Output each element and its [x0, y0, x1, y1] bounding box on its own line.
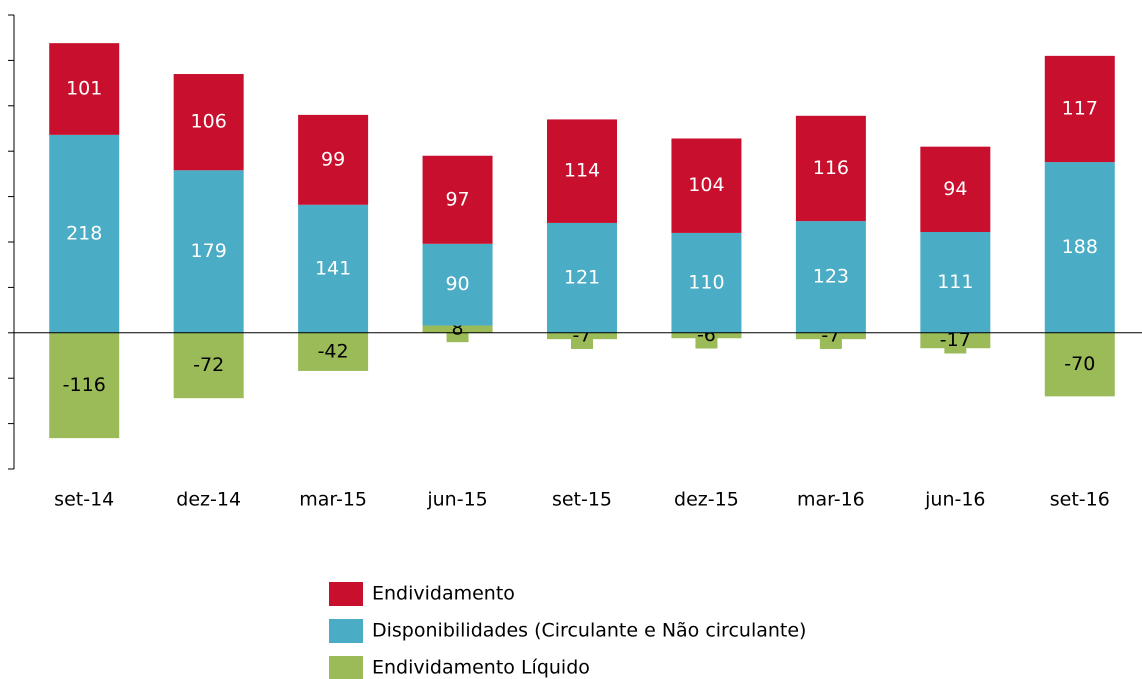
data-label: 123 — [813, 265, 849, 287]
label-bg — [322, 338, 345, 365]
x-tick-label: set-15 — [552, 489, 612, 511]
x-tick-label: set-14 — [54, 489, 114, 511]
data-label: 97 — [445, 188, 469, 210]
x-tick-label: jun-16 — [924, 489, 985, 511]
x-tick-label: mar-16 — [797, 489, 865, 511]
bar — [920, 146, 991, 233]
legend-swatch — [329, 619, 363, 643]
legend-swatch — [329, 656, 363, 679]
x-tick-label: mar-15 — [299, 489, 367, 511]
bar — [1044, 162, 1115, 333]
bar — [795, 221, 866, 333]
bar — [671, 232, 742, 333]
bar — [422, 243, 493, 326]
bar — [49, 134, 120, 333]
data-label: -70 — [1064, 353, 1095, 375]
bar — [795, 115, 866, 222]
label-bg — [73, 372, 96, 399]
data-label: -116 — [63, 374, 106, 396]
bar — [173, 170, 244, 333]
data-label: -42 — [318, 340, 349, 362]
bar — [49, 43, 120, 135]
legend-swatch — [329, 582, 363, 606]
data-label: -17 — [940, 329, 971, 351]
data-label: 101 — [66, 78, 102, 100]
bar — [173, 74, 244, 171]
legend-label: Disponibilidades (Circulante e Não circu… — [372, 620, 806, 642]
x-tick-label: set-16 — [1050, 489, 1110, 511]
data-label: 114 — [564, 160, 600, 182]
bar — [298, 114, 369, 205]
legend-label: Endividamento Líquido — [372, 657, 590, 679]
data-label: 90 — [445, 273, 469, 295]
data-label: 116 — [813, 157, 849, 179]
data-label: 141 — [315, 257, 351, 279]
data-label: 94 — [943, 178, 967, 200]
data-label: 218 — [66, 222, 102, 244]
x-tick-label: jun-15 — [426, 489, 487, 511]
data-label: 179 — [191, 240, 227, 262]
label-bg — [944, 327, 967, 354]
data-label: 99 — [321, 148, 345, 170]
bar — [671, 138, 742, 233]
data-label: 117 — [1062, 97, 1098, 119]
bar — [1044, 55, 1115, 163]
data-label: 121 — [564, 266, 600, 288]
bar — [920, 232, 991, 333]
x-tick-label: dez-15 — [674, 489, 739, 511]
legend-label: Endividamento — [372, 583, 515, 605]
data-label: 106 — [191, 111, 227, 133]
bar — [298, 204, 369, 333]
data-label: 188 — [1062, 236, 1098, 258]
data-label: 111 — [937, 271, 973, 293]
label-bg — [1068, 351, 1091, 378]
x-tick-label: dez-14 — [176, 489, 241, 511]
bar — [422, 155, 493, 244]
label-bg — [197, 352, 220, 379]
data-label: 110 — [688, 271, 724, 293]
bar — [547, 222, 617, 333]
bar — [547, 119, 617, 223]
data-label: 104 — [688, 174, 724, 196]
data-label: -72 — [193, 354, 224, 376]
